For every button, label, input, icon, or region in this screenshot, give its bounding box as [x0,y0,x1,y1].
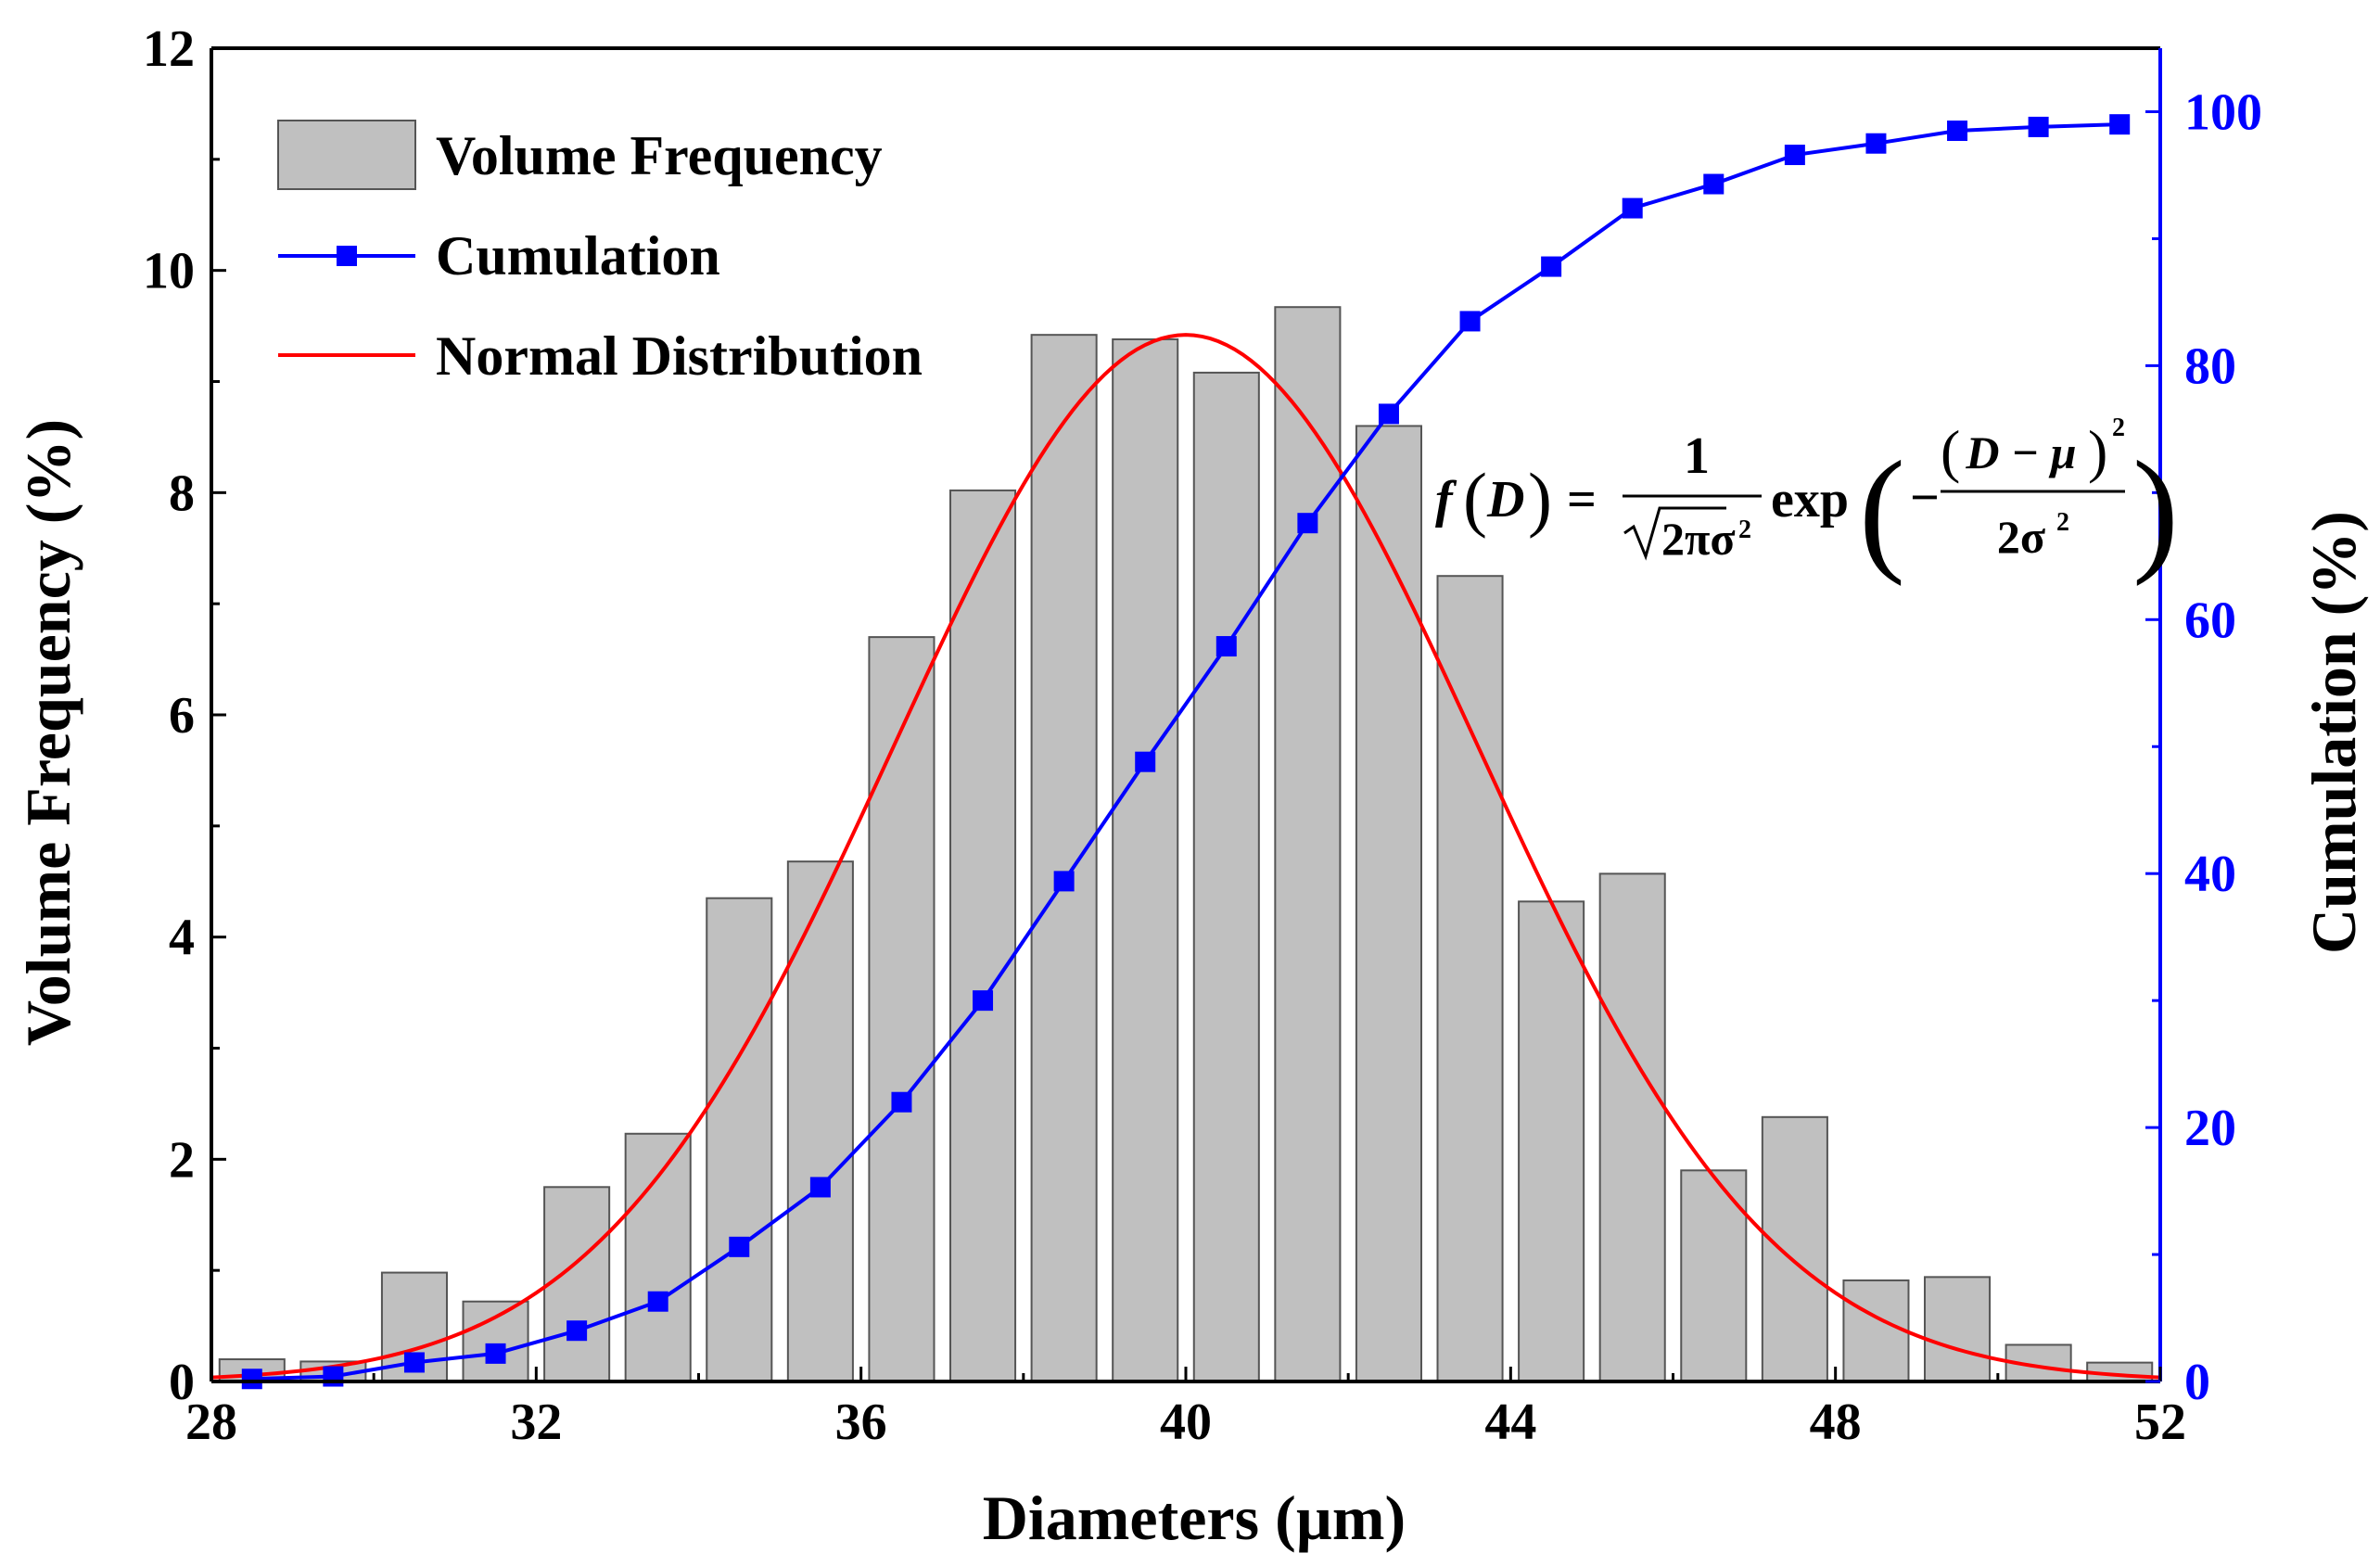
cumulation-point-33.5 [647,1291,668,1312]
cumulation-point-45.5 [1622,197,1643,219]
cumulation-point-38.5 [1053,871,1075,892]
formula-inner-denominator: 2σ [1997,511,2045,563]
bar-46.5 [1680,1169,1748,1382]
formula-paren-left: ( [1463,458,1487,539]
x-tick-label-28: 28 [185,1394,237,1451]
y2-tick-label-100: 100 [2184,83,2262,141]
x-tick-label-52: 52 [2134,1394,2186,1451]
formula-sigma-square: 2 [1738,516,1751,544]
cumulation-point-43.5 [1459,311,1481,332]
formula-numerator: 1 [1684,427,1710,485]
normal-distribution-curve [210,333,2161,1380]
cumulation-point-34.5 [729,1236,750,1257]
formula-big-paren-left: ( [1859,433,1905,587]
cumulation-point-40.5 [1215,636,1237,657]
x-tick-label-44: 44 [1484,1394,1536,1451]
cumulation-point-35.5 [809,1177,831,1198]
cumulation-point-42.5 [1378,403,1399,425]
cumulation-point-28.5 [241,1369,262,1390]
formula-annotation: f ( D ) = 1 2πσ 2 exp ( − D − μ ( ) 2 2σ… [1435,414,2179,587]
cumulation-point-31.5 [485,1343,506,1364]
formula-inner-denominator-square: 2 [2056,508,2069,537]
y2-tick-label-40: 40 [2184,846,2236,903]
legend: Volume Frequency Cumulation Normal Distr… [277,120,923,387]
bar-43.5 [1436,575,1504,1382]
y2-tick-label-60: 60 [2184,592,2236,649]
x-axis-title: Diameters (µm) [983,1483,1406,1553]
formula-minus: − [1910,469,1940,527]
cumulation-point-37.5 [973,990,994,1012]
y-tick-label-10: 10 [143,243,195,300]
bar-34.5 [706,897,773,1382]
y2-tick-label-20: 20 [2184,1100,2236,1157]
x-tick-label-40: 40 [1160,1394,1212,1451]
legend-label-normal-distribution: Normal Distribution [436,325,923,387]
bar-42.5 [1355,425,1422,1382]
bar-38.5 [1030,334,1098,1382]
bars-layer [218,306,2154,1383]
bar-48.5 [1842,1279,1910,1382]
cumulation-point-51.5 [2109,114,2131,135]
bar-37.5 [949,489,1017,1382]
cumulation-point-30.5 [403,1352,425,1373]
formula-var-d: D [1486,471,1524,528]
bar-39.5 [1112,337,1179,1382]
cumulation-point-39.5 [1135,751,1156,772]
bar-31.5 [462,1300,529,1382]
legend-swatch-cumulation-marker [337,246,357,266]
cumulation-point-46.5 [1703,173,1725,195]
formula-sqrt-content: 2πσ [1661,513,1736,565]
cumulation-point-50.5 [2028,116,2049,137]
cumulation-line [251,122,2120,1381]
formula-inner-numerator-square: 2 [2112,414,2125,442]
cumulation-point-49.5 [1947,121,1968,142]
y-tick-label-12: 12 [143,20,195,78]
bar-32.5 [543,1186,611,1382]
y-tick-label-6: 6 [169,687,195,745]
formula-exp: exp [1771,471,1849,528]
bar-35.5 [786,860,854,1382]
cumulation-layer [241,114,2131,1390]
x-tick-label-48: 48 [1810,1394,1862,1451]
bar-44.5 [1518,900,1585,1382]
cumulation-point-47.5 [1784,145,1805,166]
legend-label-cumulation: Cumulation [436,225,720,286]
formula-inner-numerator-paren-right: ) [2088,418,2107,484]
cumulation-point-36.5 [891,1091,912,1113]
formula-equals: = [1567,471,1597,528]
legend-swatch-volume-frequency [277,120,416,190]
y-tick-label-8: 8 [169,465,195,522]
cumulation-point-29.5 [323,1366,344,1387]
y2-tick-label-80: 80 [2184,337,2236,395]
cumulation-point-44.5 [1541,256,1562,277]
cumulation-point-32.5 [566,1320,588,1342]
formula-paren-right: ) [1528,458,1552,539]
bar-33.5 [624,1132,692,1382]
formula-big-paren-right: ) [2132,433,2179,587]
formula-sqrt-sign [1623,506,1726,561]
y-tick-label-0: 0 [169,1354,195,1411]
y-axis-title: Volume Frequency (%) [13,419,83,1046]
bar-45.5 [1598,872,1666,1382]
formula-f: f [1435,471,1457,528]
y2-axis-title: Cumulation (%) [2298,511,2369,954]
cumulation-point-48.5 [1865,133,1887,154]
legend-label-volume-frequency: Volume Frequency [436,125,883,186]
y-tick-label-2: 2 [169,1131,195,1189]
bar-41.5 [1274,306,1342,1382]
formula-inner-numerator-paren-left: ( [1941,418,1960,484]
formula-inner-numerator: D − μ [1965,427,2076,478]
y2-tick-label-0: 0 [2184,1354,2210,1411]
x-tick-label-36: 36 [835,1394,887,1451]
bar-47.5 [1761,1115,1828,1382]
bar-49.5 [1924,1276,1992,1383]
bar-40.5 [1192,371,1260,1382]
bar-36.5 [868,636,935,1382]
x-tick-label-32: 32 [510,1394,562,1451]
y-tick-label-4: 4 [169,910,195,967]
normal-curve-layer [210,333,2161,1380]
cumulation-point-41.5 [1297,513,1318,534]
